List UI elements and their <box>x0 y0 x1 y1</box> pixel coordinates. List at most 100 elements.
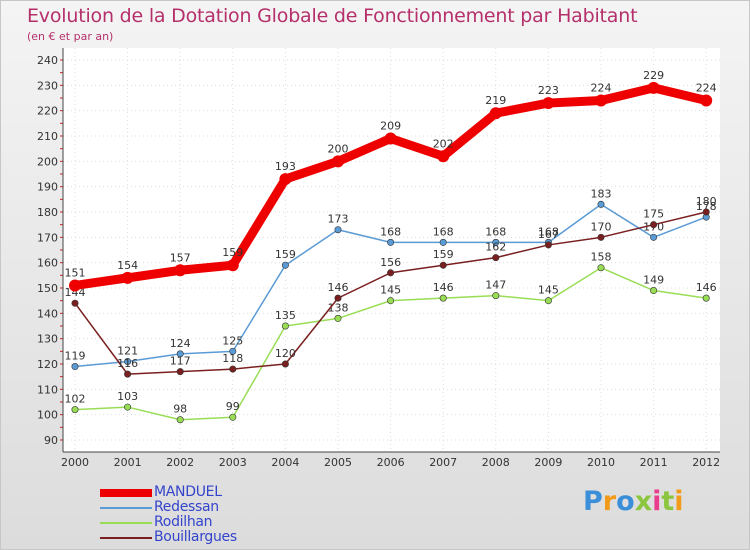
y-tick-label: 240 <box>37 54 58 67</box>
legend-swatch <box>100 507 152 509</box>
data-label-manduel: 193 <box>275 160 296 173</box>
legend-swatch <box>100 489 152 497</box>
data-label-redessan: 178 <box>696 200 717 213</box>
y-tick-label: 100 <box>37 409 58 422</box>
data-label-manduel: 224 <box>591 82 612 95</box>
x-tick-label: 2004 <box>271 456 299 469</box>
data-label-redessan: 183 <box>591 187 612 200</box>
legend-item-redessan: Redessan <box>100 499 300 516</box>
data-point-rodilhan <box>387 297 395 305</box>
x-tick-label: 2002 <box>166 456 194 469</box>
data-point-bouillargues <box>702 208 710 216</box>
data-label-bouillargues: 116 <box>117 357 138 370</box>
data-point-rodilhan <box>597 264 605 272</box>
data-label-redessan: 168 <box>538 225 559 238</box>
data-point-manduel <box>595 94 607 107</box>
y-tick-label: 220 <box>37 105 58 118</box>
data-label-redessan: 121 <box>117 344 138 357</box>
data-point-rodilhan <box>124 403 132 411</box>
data-label-bouillargues: 175 <box>643 208 664 221</box>
x-tick-label: 2006 <box>377 456 405 469</box>
x-tick-label: 2005 <box>324 456 352 469</box>
data-label-bouillargues: 117 <box>170 355 191 368</box>
data-label-rodilhan: 146 <box>696 281 717 294</box>
x-tick-label: 2000 <box>61 456 89 469</box>
chart-subtitle: (en € et par an) <box>27 30 114 43</box>
data-label-rodilhan: 145 <box>380 284 401 297</box>
data-label-bouillargues: 159 <box>433 248 454 261</box>
data-label-manduel: 224 <box>696 82 717 95</box>
logo-letter: o <box>616 486 635 517</box>
data-label-manduel: 229 <box>643 69 664 82</box>
data-label-bouillargues: 120 <box>275 347 296 360</box>
data-label-rodilhan: 135 <box>275 309 296 322</box>
data-label-bouillargues: 170 <box>591 220 612 233</box>
data-point-manduel <box>121 271 134 284</box>
data-label-bouillargues: 167 <box>538 228 559 241</box>
legend-label: Bouillargues <box>154 529 237 545</box>
data-point-manduel <box>332 155 344 168</box>
data-label-bouillargues: 162 <box>485 241 506 254</box>
plot-area <box>63 48 720 452</box>
logo-letter: i <box>674 486 684 517</box>
data-point-manduel <box>226 259 239 272</box>
data-label-rodilhan: 102 <box>65 393 86 406</box>
data-point-bouillargues <box>439 261 447 269</box>
data-point-rodilhan <box>702 294 710 302</box>
data-label-redessan: 168 <box>485 225 506 238</box>
data-point-redessan <box>439 238 447 246</box>
data-label-manduel: 223 <box>538 84 559 97</box>
data-label-manduel: 159 <box>222 246 243 259</box>
x-tick-label: 2001 <box>114 456 142 469</box>
data-label-bouillargues: 144 <box>65 286 86 299</box>
data-point-bouillargues <box>597 233 605 241</box>
data-label-redessan: 168 <box>380 225 401 238</box>
data-label-rodilhan: 147 <box>485 279 506 292</box>
y-tick-label: 110 <box>37 383 58 396</box>
data-point-rodilhan <box>334 314 342 322</box>
chart-title: Evolution de la Dotation Globale de Fonc… <box>27 5 638 27</box>
data-label-manduel: 154 <box>117 259 138 272</box>
y-tick-label: 210 <box>37 130 58 143</box>
data-label-bouillargues: 180 <box>696 195 717 208</box>
logo-letter: i <box>652 486 662 517</box>
data-point-rodilhan <box>544 297 552 305</box>
y-tick-label: 180 <box>37 206 58 219</box>
legend-swatch <box>100 522 152 524</box>
data-point-bouillargues <box>176 368 184 376</box>
data-point-rodilhan <box>439 294 447 302</box>
data-point-bouillargues <box>387 269 395 277</box>
legend-label: MANDUEL <box>154 484 222 500</box>
data-point-manduel <box>69 279 81 292</box>
data-point-manduel <box>384 132 397 145</box>
y-tick-label: 150 <box>37 282 58 295</box>
y-tick-label: 160 <box>37 257 58 270</box>
y-tick-label: 120 <box>37 358 58 371</box>
data-label-redessan: 125 <box>222 334 243 347</box>
legend-label: Rodilhan <box>154 514 213 530</box>
proxiti-logo: Proxiti <box>583 486 684 517</box>
data-point-bouillargues <box>281 360 289 368</box>
x-tick-label: 2010 <box>587 456 615 469</box>
data-point-rodilhan <box>176 416 184 424</box>
data-point-manduel <box>279 173 292 186</box>
data-label-manduel: 219 <box>485 94 506 107</box>
data-point-redessan <box>124 357 132 365</box>
legend-item-bouillargues: Bouillargues <box>100 529 300 546</box>
data-label-rodilhan: 149 <box>643 274 664 287</box>
data-point-rodilhan <box>229 413 237 421</box>
data-label-bouillargues: 156 <box>380 256 401 269</box>
data-label-manduel: 157 <box>170 251 191 264</box>
data-label-rodilhan: 158 <box>591 251 612 264</box>
data-label-rodilhan: 145 <box>538 284 559 297</box>
legend-label: Redessan <box>154 499 219 515</box>
data-point-bouillargues <box>492 254 500 262</box>
x-tick-label: 2003 <box>219 456 247 469</box>
data-label-manduel: 209 <box>380 120 401 133</box>
data-point-rodilhan <box>650 287 658 295</box>
data-point-manduel <box>174 264 187 277</box>
data-point-bouillargues <box>334 294 342 302</box>
data-label-bouillargues: 146 <box>328 281 349 294</box>
data-point-bouillargues <box>650 221 658 229</box>
